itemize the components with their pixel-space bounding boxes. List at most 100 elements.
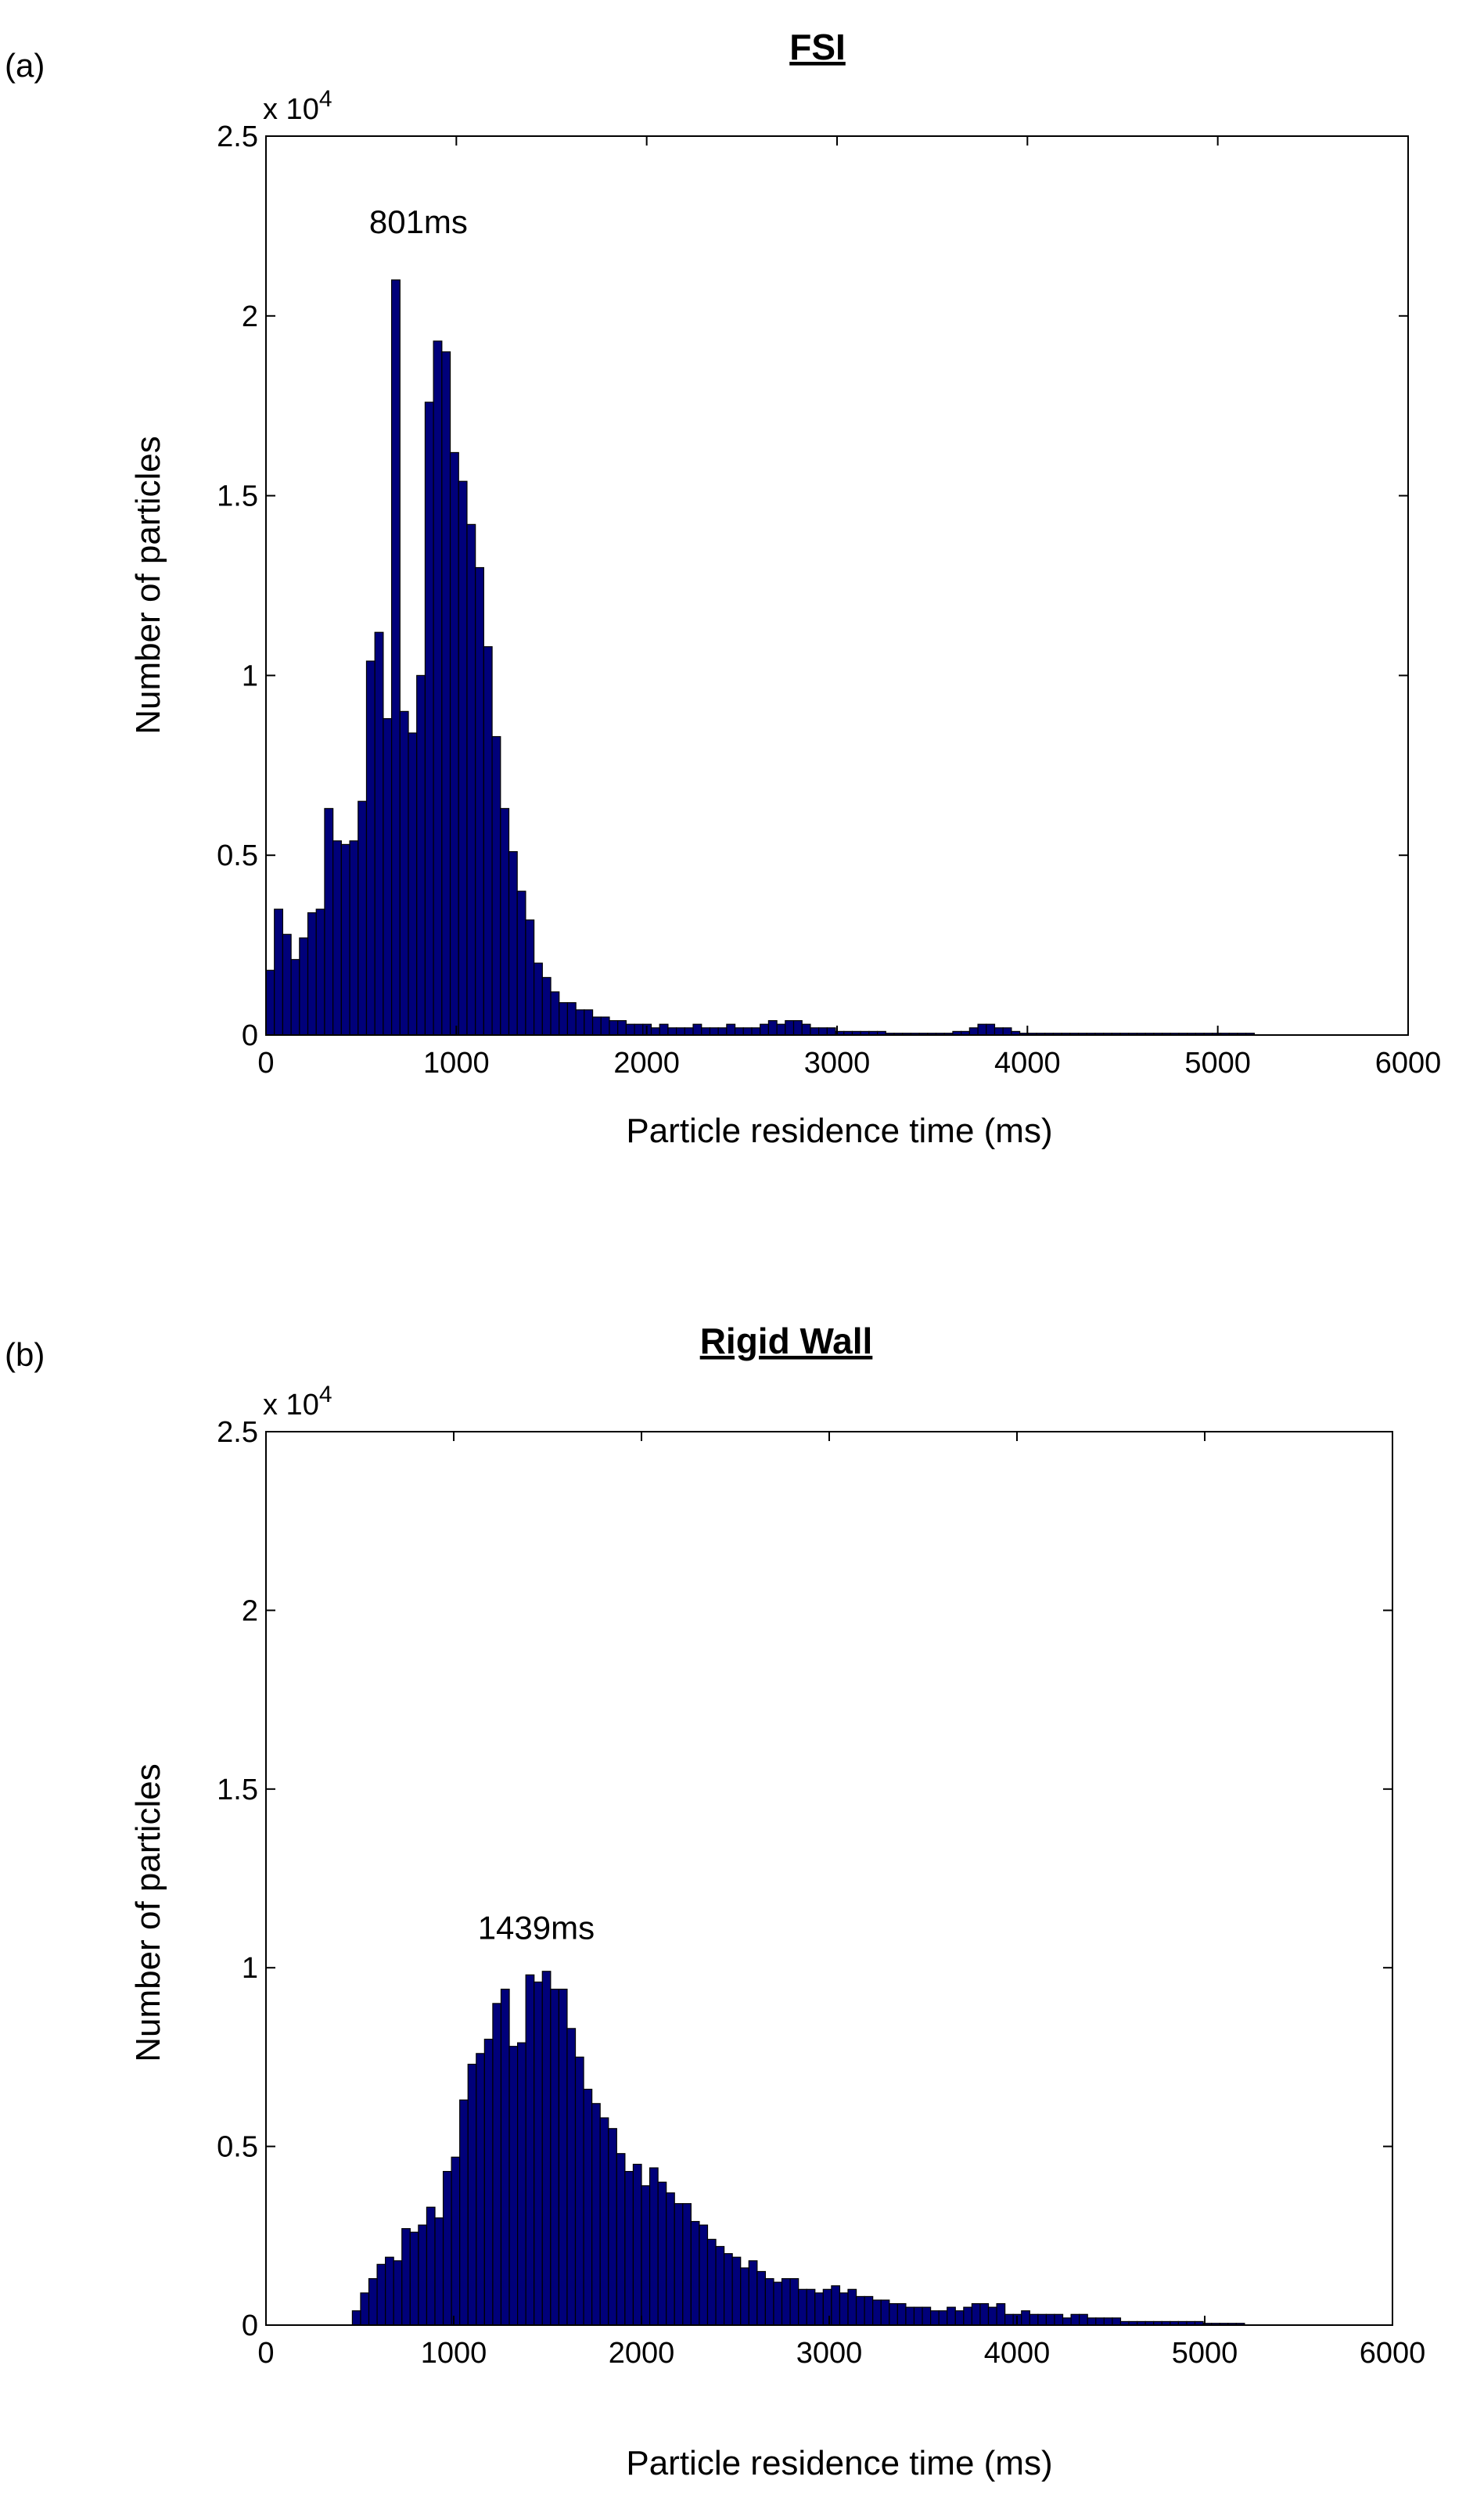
histogram-bar (801, 1023, 811, 1036)
histogram-bar (1095, 2317, 1105, 2326)
histogram-bar (360, 2292, 370, 2326)
histogram-bar (516, 2042, 526, 2326)
histogram-bar (265, 969, 275, 1036)
histogram-bar (682, 2203, 692, 2326)
histogram-bar (994, 1027, 1004, 1036)
histogram-bar (781, 2278, 791, 2326)
histogram-bar (459, 2099, 469, 2326)
histogram-bar (500, 807, 510, 1036)
histogram-bar (1037, 2313, 1047, 2326)
histogram-bar (483, 2038, 494, 2326)
histogram-bar (756, 2270, 767, 2326)
histogram-bar (616, 2153, 626, 2326)
x-tick-label: 4000 (984, 2337, 1051, 2370)
x-tick-label: 5000 (1184, 1047, 1251, 1080)
y-axis-label: Number of particles (129, 436, 167, 734)
histogram-bar (954, 2310, 965, 2326)
x-tick-label: 3000 (796, 2337, 863, 2370)
x-tick-label: 5000 (1172, 2337, 1238, 2370)
histogram-bar (550, 1989, 560, 2326)
histogram-bar (391, 279, 401, 1036)
histogram-bar (525, 1974, 535, 2326)
chart-title: Rigid Wall (700, 1321, 873, 1361)
histogram-bar (617, 1020, 627, 1036)
histogram-bar (806, 2288, 816, 2326)
plot-frame (265, 1431, 1393, 2326)
histogram-bar (650, 1027, 660, 1036)
histogram-bar (374, 631, 384, 1036)
y-tick-label: 1 (242, 660, 258, 692)
histogram-bar (365, 660, 375, 1036)
histogram-bar (340, 843, 350, 1036)
histogram-bar (599, 2117, 609, 2326)
histogram-bar (525, 919, 535, 1036)
y-multiplier: x 104 (263, 86, 332, 126)
histogram-bar (508, 850, 518, 1036)
histogram-bar (734, 1027, 744, 1036)
histogram-bar (789, 2278, 799, 2326)
histogram-bar (500, 1989, 510, 2326)
histogram-bar (657, 2181, 667, 2326)
x-tick-label: 2000 (613, 1047, 680, 1080)
histogram-bar (855, 2295, 865, 2326)
histogram-bar (466, 523, 476, 1036)
histogram-bar (451, 2156, 461, 2326)
histogram-bar (773, 2281, 783, 2326)
histogram-bar (1062, 2317, 1072, 2326)
x-tick-label: 3000 (804, 1047, 871, 1080)
histogram-bar (667, 1027, 677, 1036)
histogram-bar (282, 933, 292, 1036)
histogram-bar (1112, 2317, 1122, 2326)
y-multiplier-exp: 4 (319, 1382, 332, 1407)
histogram-bar (715, 2245, 725, 2326)
histogram-bar (416, 674, 426, 1036)
histogram-bar (748, 2260, 758, 2326)
histogram-bar (458, 480, 468, 1036)
histogram-bar (1079, 2313, 1088, 2326)
histogram-bar (767, 1020, 778, 1036)
histogram-bar (290, 958, 300, 1036)
histogram-bar (760, 1023, 770, 1036)
histogram-bar (1070, 2313, 1080, 2326)
histogram-bar (591, 1016, 602, 1036)
histogram-bar (550, 991, 560, 1036)
histogram-bar (731, 2256, 742, 2326)
x-axis-label: Particle residence time (ms) (626, 1112, 1052, 1150)
histogram-bar (726, 1023, 736, 1036)
histogram-bar (1004, 2313, 1014, 2326)
histogram-bar (467, 2063, 477, 2326)
histogram-bar (559, 1002, 569, 1036)
histogram-bar (534, 962, 543, 1036)
histogram-bar (1002, 1027, 1012, 1036)
histogram-bar (434, 2217, 444, 2326)
histogram-bar (938, 2310, 948, 2326)
histogram-bar (684, 1027, 694, 1036)
histogram-bar (740, 2267, 749, 2326)
histogram-bar (889, 2302, 898, 2326)
x-tick-label: 0 (257, 1047, 274, 1080)
histogram-bar (508, 2046, 519, 2326)
histogram-bar (393, 2260, 403, 2326)
histogram-bar (826, 1027, 836, 1036)
y-tick-label: 1 (242, 1952, 258, 1985)
histogram-bar (929, 2310, 940, 2326)
histogram-bar (634, 1023, 644, 1036)
histogram-bar (701, 1027, 711, 1036)
panel-fsi: (a) FSI Number of particles Particle res… (5, 27, 1441, 1150)
histogram-bar (315, 908, 325, 1036)
histogram-bar (307, 912, 317, 1036)
histogram-bar (979, 2302, 990, 2326)
histogram-bar (690, 2220, 700, 2326)
y-multiplier-base: x 10 (263, 1389, 319, 1422)
histogram-bar (349, 840, 359, 1036)
histogram-bar (785, 1020, 795, 1036)
ticks: 0 1000 2000 3000 4000 5000 6000 0 0.5 1 1.5 2 2.5 (217, 120, 1441, 1080)
histogram-bar (641, 2185, 651, 2326)
y-tick-label: 0 (242, 2309, 258, 2342)
histogram-bar (723, 2253, 733, 2326)
histogram-bar (442, 2170, 452, 2326)
x-tick-label: 2000 (609, 2337, 675, 2370)
y-multiplier: x 104 (263, 1382, 332, 1422)
bars (351, 1971, 1245, 2326)
y-multiplier-exp: 4 (319, 86, 332, 112)
